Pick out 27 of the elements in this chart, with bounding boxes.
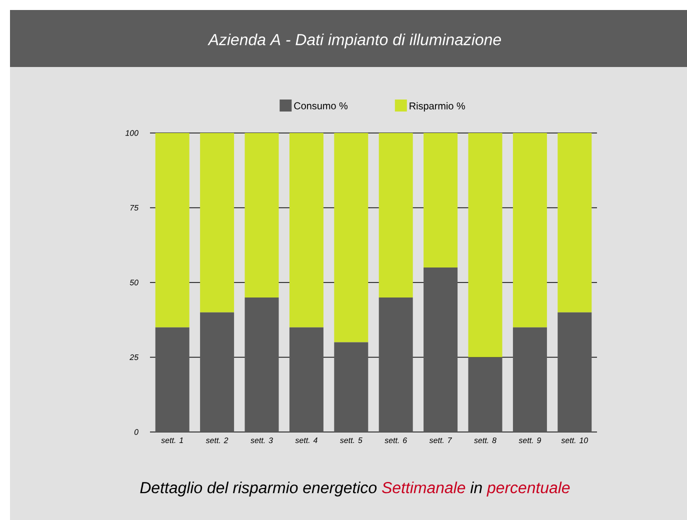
bar <box>558 133 592 312</box>
chart-title: Azienda A - Dati impianto di illuminazione <box>208 34 501 48</box>
legend-label: Consumo % <box>294 102 348 110</box>
bar <box>244 133 279 298</box>
bar <box>155 133 190 328</box>
bar <box>512 327 547 432</box>
bar <box>200 133 234 312</box>
bar <box>244 297 279 432</box>
text: Settimanale <box>382 482 466 494</box>
bar <box>378 133 413 298</box>
bar <box>424 133 458 268</box>
legend-label: Risparmio % <box>410 102 465 112</box>
bar <box>289 133 324 328</box>
bar <box>468 133 502 358</box>
bar <box>512 133 547 328</box>
bar <box>155 327 190 432</box>
bar <box>558 312 592 432</box>
bar <box>378 297 413 432</box>
bar <box>334 133 368 342</box>
bar <box>468 357 502 432</box>
bar <box>289 327 324 432</box>
bar <box>200 312 234 432</box>
text: Dettaglio del risparmio energetico <box>140 482 377 496</box>
bar <box>424 268 458 432</box>
text: in <box>470 482 482 494</box>
bar <box>334 342 368 432</box>
text: percentuale <box>486 482 570 496</box>
